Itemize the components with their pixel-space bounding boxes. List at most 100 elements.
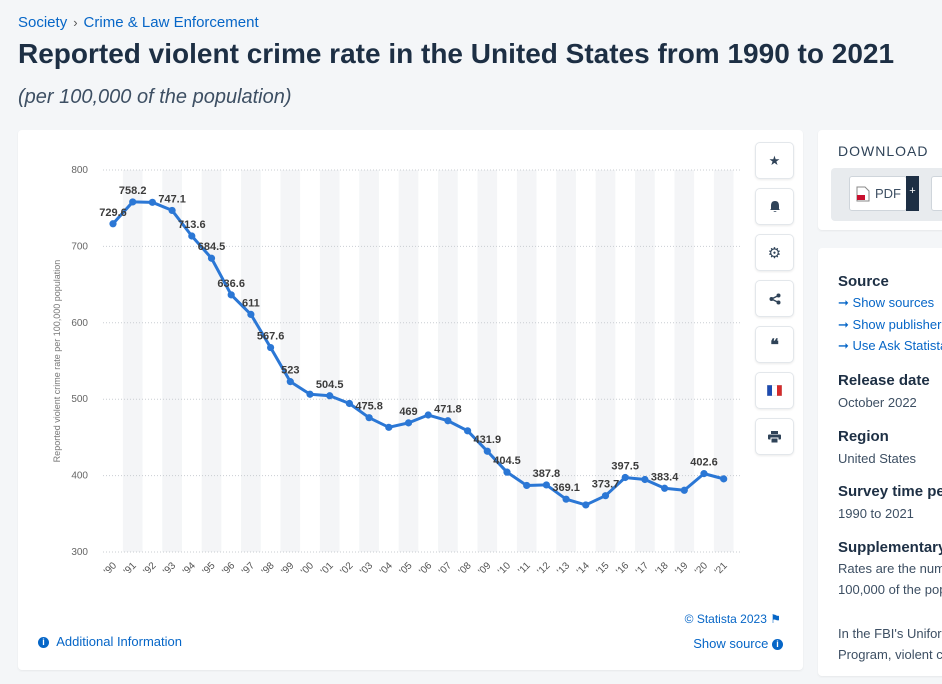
arrow-right-icon: ➞ [838, 295, 849, 310]
pdf-plus-button[interactable]: + [906, 176, 919, 211]
survey-period-heading: Survey time period [838, 483, 942, 500]
arrow-right-icon: ➞ [838, 338, 849, 353]
data-point [365, 414, 373, 422]
gear-icon: ⚙ [767, 244, 782, 262]
column-band [359, 170, 379, 552]
data-label: 684.5 [198, 241, 226, 253]
data-point [483, 447, 491, 455]
download-options: PDF + [831, 168, 942, 221]
print-button[interactable] [755, 418, 794, 455]
x-tick-label: '17 [634, 560, 651, 577]
y-tick-label: 700 [71, 241, 88, 252]
statista-credit[interactable]: © Statista 2023 ⚑ [684, 612, 781, 626]
y-tick-label: 800 [71, 165, 88, 176]
supplementary-heading: Supplementary notes [838, 539, 942, 556]
share-button[interactable] [755, 280, 794, 317]
x-tick-label: '09 [476, 560, 493, 577]
data-point [345, 399, 353, 408]
chart: 300 400 500 600 700 800 Reported violent crime… [52, 165, 740, 577]
data-point [247, 310, 255, 318]
data-label: 469 [399, 406, 417, 418]
data-label: 369.1 [552, 482, 580, 494]
show-sources-link[interactable]: ➞ Show sources [838, 295, 935, 310]
data-label: 431.9 [474, 434, 502, 446]
cite-button[interactable]: ❝ [755, 326, 794, 363]
data-point [109, 220, 117, 228]
alert-button[interactable] [755, 188, 794, 225]
column-band [516, 170, 537, 552]
data-point [148, 198, 156, 206]
data-label: 758.2 [119, 185, 147, 197]
data-point [267, 343, 275, 352]
supplementary-line-2: 100,000 of the population [838, 582, 942, 597]
data-label: 397.5 [611, 461, 639, 473]
info-icon: i [38, 637, 49, 649]
data-point [503, 468, 511, 476]
column-band [319, 170, 340, 552]
ask-statista-link[interactable]: ➞ Use Ask Statista [838, 338, 942, 353]
printer-icon [768, 430, 781, 443]
breadcrumb-crime-law[interactable]: Crime & Law Enforcement [83, 14, 259, 31]
data-point [621, 473, 629, 482]
data-point [582, 501, 590, 509]
series-line [111, 200, 725, 507]
data-point [129, 198, 137, 206]
arrow-right-icon: ➞ [838, 317, 849, 332]
pdf-download-button[interactable]: PDF [849, 176, 907, 211]
data-label: 404.5 [493, 455, 521, 467]
x-tick-label: '16 [614, 560, 631, 577]
supplementary-line-1: Rates are the number [838, 561, 942, 576]
data-point [444, 417, 452, 425]
x-tick-label: '96 [220, 560, 237, 577]
x-tick-label: '18 [654, 560, 671, 577]
star-icon: ★ [768, 152, 781, 168]
language-button[interactable] [755, 372, 794, 409]
data-point [207, 254, 216, 262]
settings-button[interactable]: ⚙ [755, 234, 794, 271]
data-point [464, 427, 472, 435]
data-point [661, 484, 669, 492]
chart-card: 300 400 500 600 700 800 Reported violent crime… [18, 130, 803, 670]
x-tick-label: '94 [181, 560, 198, 577]
x-tick-label: '11 [516, 560, 533, 577]
data-point [188, 232, 196, 240]
show-source-link[interactable]: Show source i [693, 636, 783, 651]
x-tick-label: '01 [319, 560, 336, 577]
y-axis-label: Reported violent crime rate per 100,000 … [52, 260, 62, 463]
data-point [542, 481, 551, 489]
release-date-heading: Release date [838, 372, 930, 389]
survey-period-value: 1990 to 2021 [838, 506, 914, 521]
x-tick-label: '92 [142, 560, 159, 577]
data-point [523, 481, 531, 490]
x-tick-label: '99 [279, 560, 296, 577]
additional-info-link[interactable]: i Additional Information [38, 634, 182, 649]
data-point [601, 492, 610, 500]
x-tick-label: '90 [102, 560, 119, 577]
data-label: 523 [281, 365, 299, 377]
column-band [438, 170, 458, 552]
column-band [398, 170, 419, 552]
info-card: Source ➞ Show sources ➞ Show publisher ➞… [818, 248, 942, 676]
y-tick-label: 400 [71, 471, 88, 482]
notes-line-1: In the FBI's Uniform [838, 626, 942, 641]
data-point [720, 475, 728, 483]
show-publisher-link[interactable]: ➞ Show publisher [838, 317, 942, 332]
x-tick-label: '21 [713, 560, 730, 577]
data-point [385, 423, 393, 431]
column-band [635, 170, 655, 552]
column-band [477, 170, 498, 552]
breadcrumb: Society › Crime & Law Enforcement [18, 14, 259, 31]
favorite-button[interactable]: ★ [755, 142, 794, 179]
column-band [241, 170, 261, 552]
x-tick-label: '03 [358, 560, 375, 577]
x-tick-label: '10 [496, 560, 513, 577]
data-point [326, 392, 334, 400]
data-point [424, 411, 432, 419]
next-download-button[interactable] [931, 176, 942, 211]
breadcrumb-society[interactable]: Society [18, 14, 68, 31]
x-tick-label: '19 [673, 560, 690, 577]
data-label: 402.6 [690, 457, 718, 469]
data-point [641, 475, 649, 484]
data-point [404, 419, 413, 427]
column-band [162, 170, 182, 552]
